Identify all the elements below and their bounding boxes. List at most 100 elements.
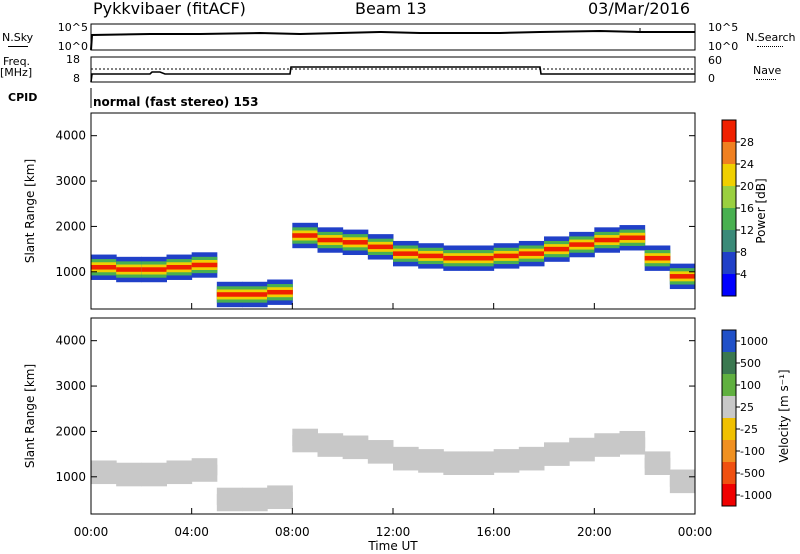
data-cell	[594, 439, 620, 451]
nave-label: Nave	[753, 64, 782, 77]
colorbar-swatch	[722, 186, 736, 208]
nsearch-tick-low: 10^0	[708, 40, 738, 53]
velocity-y-ticks: 1000 2000 3000 4000	[55, 334, 695, 484]
x-tick-label: 00:00	[74, 525, 109, 539]
colorbar-tick-label: 12	[740, 224, 754, 237]
data-cell	[292, 233, 318, 238]
data-cell	[594, 237, 620, 243]
x-tick-label: 20:00	[577, 525, 612, 539]
x-tick-label: 00:00	[678, 525, 713, 539]
data-cell	[418, 253, 444, 259]
data-cell	[518, 453, 545, 465]
velocity-data	[91, 428, 696, 512]
colorbar-tick-label: 16	[740, 202, 754, 215]
data-cell	[191, 464, 218, 476]
data-cell	[619, 235, 646, 241]
nsky-label: N.Sky	[2, 31, 34, 44]
colorbar-swatch	[722, 252, 736, 274]
colorbar-tick-label: 100	[740, 379, 761, 392]
data-cell	[342, 240, 369, 245]
beam-title: Beam 13	[355, 0, 427, 18]
nsearch-legend-line	[757, 46, 783, 47]
data-cell	[669, 274, 696, 279]
freq-tick-low: 8	[73, 72, 80, 85]
nsearch-tick-high: 10^5	[708, 21, 738, 34]
colorbar-tick-label: 8	[740, 246, 747, 259]
data-cell	[267, 289, 293, 295]
x-tick-label: 04:00	[174, 525, 209, 539]
colorbar-swatch	[722, 374, 736, 396]
colorbar-tick-label: -100	[740, 445, 765, 458]
colorbar-tick-label: -1000	[740, 489, 772, 502]
colorbar-swatch	[722, 440, 736, 462]
colorbar-swatch	[722, 418, 736, 440]
velocity-colorbar: 1000 500 100 25 -25 -100 -500 -1000	[721, 329, 772, 507]
y-tick-label: 3000	[55, 174, 86, 188]
data-cell	[191, 262, 218, 268]
colorbar-swatch	[722, 396, 736, 418]
y-tick-label: 3000	[55, 379, 86, 393]
colorbar-tick-label: 500	[740, 357, 761, 370]
freq-unit: [MHz]	[0, 66, 33, 79]
y-tick-label: 4000	[55, 334, 86, 348]
y-tick-label: 2000	[55, 219, 86, 233]
data-cell	[166, 466, 193, 478]
data-cell	[544, 448, 570, 460]
data-cell	[644, 457, 671, 469]
y-tick-label: 2000	[55, 424, 86, 438]
data-cell	[91, 264, 117, 270]
data-cell	[317, 237, 344, 243]
data-cell	[342, 441, 369, 453]
data-cell	[493, 253, 520, 259]
data-cell	[393, 453, 419, 465]
colorbar-swatch	[722, 352, 736, 374]
y-tick-label: 1000	[55, 470, 86, 484]
colorbar-swatch	[722, 484, 736, 506]
colorbar-swatch	[722, 462, 736, 484]
freq-panel: 18 8 60 0	[66, 53, 722, 85]
data-cell	[141, 267, 167, 272]
colorbar-tick-label: 25	[740, 401, 754, 414]
data-cell	[544, 246, 570, 252]
time-x-ticks: 00:00 04:00 08:00 12:00 16:00 20:00 00:00	[74, 303, 713, 539]
colorbar-tick-label: 20	[740, 180, 754, 193]
x-tick-label: 16:00	[476, 525, 511, 539]
nave-tick-high: 60	[708, 54, 722, 67]
power-ylabel: Slant Range [km]	[23, 159, 37, 263]
colorbar-swatch	[722, 330, 736, 352]
nsky-tick-low: 10^0	[58, 40, 88, 53]
nsky-legend-line	[8, 46, 28, 47]
y-tick-label: 1000	[55, 265, 86, 279]
data-cell	[393, 251, 419, 256]
date-title: 03/Mar/2016	[588, 0, 691, 18]
colorbar-tick-label: 24	[740, 158, 754, 171]
nsky-panel: 10^5 10^0 10^5 10^0	[58, 21, 738, 53]
cpid-mode: normal (fast stereo) 153	[93, 95, 259, 109]
data-cell	[292, 435, 318, 446]
colorbar-tick-label: 1000	[740, 335, 768, 348]
time-xlabel: Time UT	[367, 539, 418, 553]
nsky-trace	[90, 29, 695, 51]
cpid-label: CPID	[8, 91, 38, 104]
colorbar-tick-label: -500	[740, 467, 765, 480]
velocity-colorbar-label: Velocity [m s⁻¹]	[777, 369, 791, 462]
data-cell	[317, 439, 344, 451]
data-cell	[216, 292, 243, 297]
velocity-panel: 1000 2000 3000 4000 00:00 04:00 08:00 12:00 16:…	[23, 303, 712, 553]
data-cell	[367, 244, 394, 250]
colorbar-tick-label: -25	[740, 423, 758, 436]
colorbar-frame	[721, 329, 737, 507]
nsky-tick-high: 10^5	[58, 21, 88, 34]
data-cell	[468, 457, 495, 469]
data-cell	[468, 255, 495, 261]
freq-tick-high: 18	[66, 53, 80, 66]
data-cell	[644, 255, 671, 261]
station-title: Pykkvibaer (fitACF)	[93, 0, 246, 18]
data-cell	[569, 242, 595, 247]
colorbar-swatch	[722, 274, 736, 296]
data-cell	[669, 475, 696, 487]
colorbar-tick-label: 4	[740, 268, 747, 281]
data-cell	[443, 457, 469, 469]
data-cell	[116, 267, 142, 272]
